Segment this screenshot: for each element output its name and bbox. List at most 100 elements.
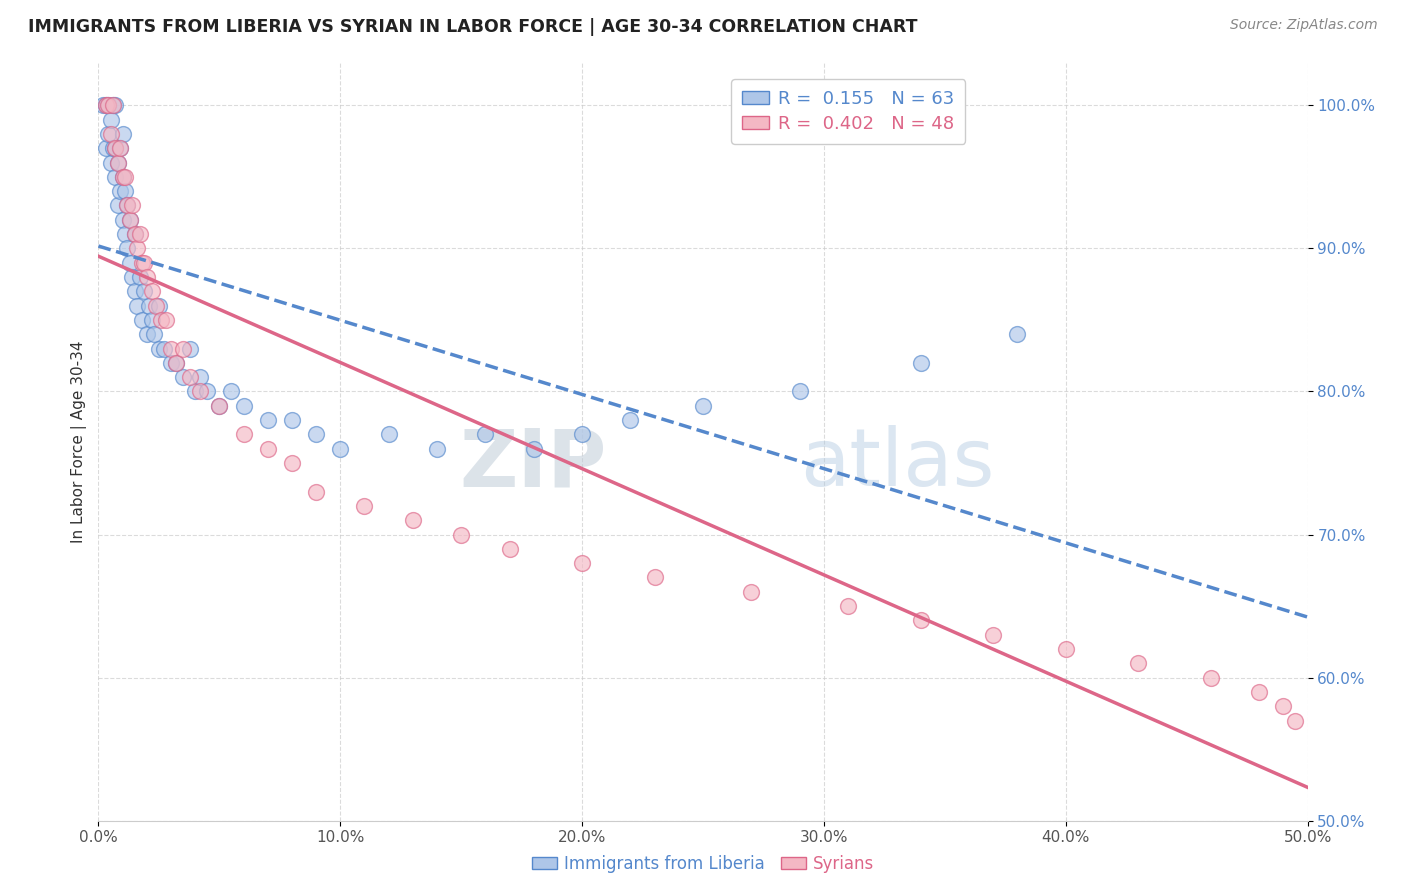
Point: [571, 427, 593, 442]
Point: [221, 384, 243, 399]
Point: [981, 628, 1004, 642]
Point: [619, 413, 641, 427]
Text: atlas: atlas: [800, 425, 994, 503]
Point: [179, 342, 201, 356]
Point: [124, 285, 146, 299]
Point: [114, 227, 136, 241]
Point: [108, 141, 131, 155]
Point: [232, 427, 254, 442]
Point: [104, 98, 127, 112]
Text: IMMIGRANTS FROM LIBERIA VS SYRIAN IN LABOR FORCE | AGE 30-34 CORRELATION CHART: IMMIGRANTS FROM LIBERIA VS SYRIAN IN LAB…: [28, 18, 918, 36]
Point: [94, 98, 117, 112]
Point: [165, 356, 187, 370]
Point: [402, 513, 425, 527]
Point: [118, 256, 141, 270]
Point: [91, 98, 114, 112]
Point: [101, 141, 124, 155]
Point: [152, 342, 174, 356]
Point: [208, 399, 231, 413]
Point: [134, 256, 156, 270]
Point: [188, 370, 211, 384]
Point: [107, 198, 129, 212]
Legend: R =  0.155   N = 63, R =  0.402   N = 48: R = 0.155 N = 63, R = 0.402 N = 48: [731, 79, 965, 144]
Point: [837, 599, 859, 613]
Point: [644, 570, 666, 584]
Text: ZIP: ZIP: [458, 425, 606, 503]
Point: [208, 399, 231, 413]
Point: [377, 427, 399, 442]
Point: [1054, 642, 1077, 657]
Point: [135, 327, 157, 342]
Point: [108, 141, 131, 155]
Point: [104, 141, 127, 155]
Point: [474, 427, 496, 442]
Point: [789, 384, 811, 399]
Point: [107, 155, 129, 169]
Point: [1249, 685, 1271, 699]
Point: [128, 227, 150, 241]
Point: [111, 127, 134, 141]
Point: [184, 384, 207, 399]
Point: [155, 313, 177, 327]
Point: [256, 413, 278, 427]
Point: [111, 169, 134, 184]
Point: [101, 98, 124, 112]
Point: [97, 127, 120, 141]
Point: [100, 155, 122, 169]
Point: [101, 98, 124, 112]
Point: [281, 456, 304, 470]
Point: [1284, 714, 1306, 728]
Point: [121, 270, 143, 285]
Point: [148, 299, 170, 313]
Point: [498, 541, 520, 556]
Point: [143, 327, 166, 342]
Point: [195, 384, 218, 399]
Point: [740, 584, 762, 599]
Point: [141, 285, 163, 299]
Point: [179, 370, 201, 384]
Point: [111, 169, 134, 184]
Point: [111, 212, 134, 227]
Point: [148, 342, 170, 356]
Point: [353, 499, 375, 513]
Point: [131, 313, 153, 327]
Point: [134, 285, 156, 299]
Point: [305, 427, 328, 442]
Point: [131, 256, 153, 270]
Point: [141, 313, 163, 327]
Point: [128, 270, 150, 285]
Point: [100, 112, 122, 127]
Point: [117, 198, 139, 212]
Point: [135, 270, 157, 285]
Point: [1128, 657, 1150, 671]
Point: [165, 356, 187, 370]
Text: Source: ZipAtlas.com: Source: ZipAtlas.com: [1230, 18, 1378, 32]
Point: [256, 442, 278, 456]
Point: [124, 227, 146, 241]
Point: [910, 613, 932, 627]
Point: [1007, 327, 1029, 342]
Point: [910, 356, 932, 370]
Point: [145, 299, 167, 313]
Point: [118, 212, 141, 227]
Point: [124, 227, 146, 241]
Point: [97, 98, 120, 112]
Point: [1199, 671, 1222, 685]
Point: [172, 342, 194, 356]
Point: [150, 313, 173, 327]
Point: [121, 198, 143, 212]
Point: [281, 413, 304, 427]
Point: [523, 442, 546, 456]
Point: [108, 184, 131, 198]
Point: [188, 384, 211, 399]
Point: [97, 98, 120, 112]
Point: [117, 198, 139, 212]
Point: [107, 155, 129, 169]
Point: [127, 241, 149, 255]
Point: [160, 356, 183, 370]
Point: [692, 399, 714, 413]
Point: [114, 169, 136, 184]
Point: [94, 141, 117, 155]
Point: [160, 342, 183, 356]
Point: [104, 141, 127, 155]
